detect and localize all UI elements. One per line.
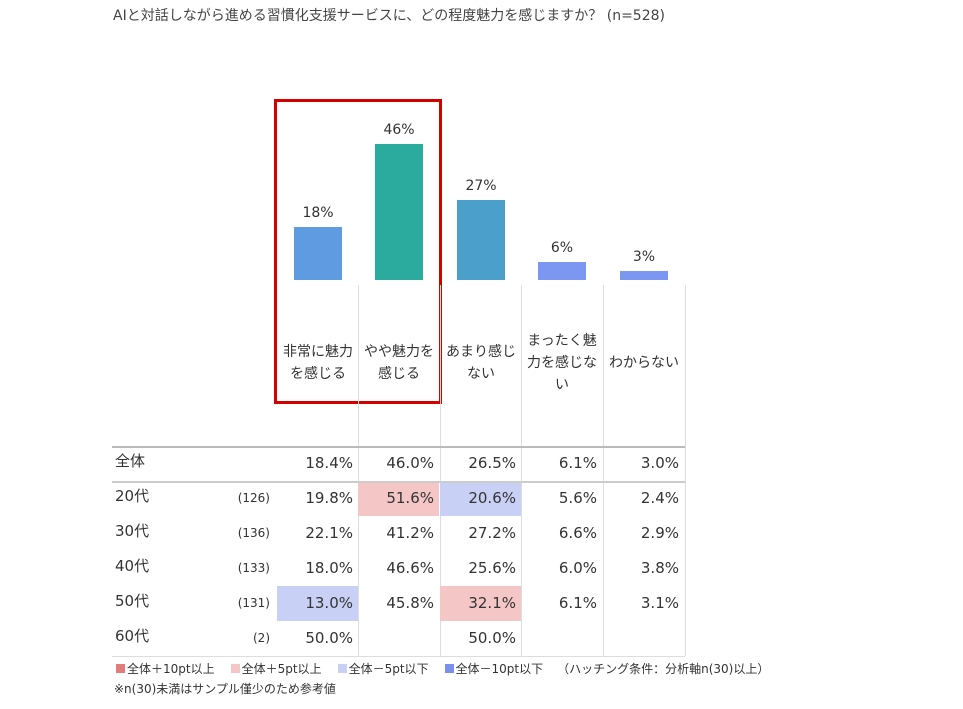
bar bbox=[457, 200, 505, 280]
table-cell: 22.1% bbox=[305, 524, 353, 542]
cell-shading bbox=[440, 481, 521, 516]
column-line bbox=[685, 285, 686, 656]
legend-swatch bbox=[444, 664, 454, 673]
column-line bbox=[603, 285, 604, 656]
column-line bbox=[358, 285, 359, 656]
table-cell: 19.8% bbox=[305, 489, 353, 507]
legend-swatch bbox=[230, 664, 240, 673]
table-rule bbox=[112, 656, 685, 657]
value-label: 27% bbox=[465, 178, 497, 195]
table-rule bbox=[112, 446, 685, 448]
category-label: あまり感じない bbox=[446, 343, 516, 382]
table-cell: 46.6% bbox=[386, 559, 434, 577]
bar bbox=[294, 226, 342, 280]
table-cell: 13.0% bbox=[305, 594, 353, 612]
category-label: わからない bbox=[609, 354, 679, 371]
legend-label: 全体－5pt以下 bbox=[348, 662, 429, 676]
table-cell: 46.0% bbox=[386, 454, 434, 472]
row-n: (2) bbox=[253, 631, 270, 645]
category-label: 非常に魅力を感じる bbox=[283, 343, 353, 382]
table-cell: 6.1% bbox=[558, 594, 597, 612]
value-label: 46% bbox=[383, 121, 415, 138]
legend-condition: （ハッチング条件：分析軸n(30)以上） bbox=[557, 662, 770, 676]
row-label: 50代 bbox=[115, 592, 150, 610]
cell-shading bbox=[358, 481, 439, 516]
row-label: 20代 bbox=[115, 487, 150, 505]
bar bbox=[375, 143, 423, 280]
row-n: (133) bbox=[237, 561, 270, 575]
table-cell: 18.4% bbox=[305, 454, 353, 472]
column-line bbox=[521, 285, 522, 656]
cell-shading bbox=[277, 586, 358, 621]
row-label: 30代 bbox=[115, 522, 150, 540]
bar bbox=[620, 271, 668, 280]
table-cell: 18.0% bbox=[305, 559, 353, 577]
table-cell: 27.2% bbox=[468, 524, 516, 542]
row-n: (131) bbox=[237, 596, 270, 610]
category-label: やや魅力を感じる bbox=[364, 343, 434, 382]
legend-label: 全体＋10pt以上 bbox=[127, 662, 215, 676]
table-cell: 26.5% bbox=[468, 454, 516, 472]
table-cell: 20.6% bbox=[468, 489, 516, 507]
table-cell: 6.0% bbox=[558, 559, 597, 577]
table-cell: 41.2% bbox=[386, 524, 434, 542]
table-cell: 50.0% bbox=[468, 629, 516, 647]
value-label: 3% bbox=[632, 249, 656, 266]
table-cell: 45.8% bbox=[386, 594, 434, 612]
cell-shading bbox=[440, 586, 521, 621]
bar bbox=[538, 262, 586, 280]
table-cell: 32.1% bbox=[468, 594, 516, 612]
row-n: (136) bbox=[237, 526, 270, 540]
table-cell: 2.4% bbox=[640, 489, 679, 507]
table-rule bbox=[112, 481, 685, 483]
table-cell: 3.0% bbox=[640, 454, 679, 472]
table-cell: 3.1% bbox=[640, 594, 679, 612]
table-cell: 25.6% bbox=[468, 559, 516, 577]
value-label: 6% bbox=[550, 240, 574, 257]
table-cell: 6.1% bbox=[558, 454, 597, 472]
row-label: 60代 bbox=[115, 627, 150, 645]
legend-label: 全体＋5pt以上 bbox=[241, 662, 322, 676]
row-label: 全体 bbox=[115, 452, 146, 470]
legend: 全体＋10pt以上 全体＋5pt以上 全体－5pt以下 全体－10pt以下 （ハッチング… bbox=[114, 660, 769, 677]
table-cell: 51.6% bbox=[386, 489, 434, 507]
column-line bbox=[440, 285, 441, 656]
table-cell: 2.9% bbox=[640, 524, 679, 542]
legend-swatch bbox=[337, 664, 347, 673]
row-label: 40代 bbox=[115, 557, 150, 575]
table-cell: 5.6% bbox=[558, 489, 597, 507]
legend-swatch bbox=[116, 664, 125, 673]
chart-title: AIと対話しながら進める習慣化支援サービスに、どの程度魅力を感じますか？ (n=… bbox=[113, 8, 665, 24]
table-cell: 3.8% bbox=[640, 559, 679, 577]
table-cell: 6.6% bbox=[558, 524, 597, 542]
footnote: ※n(30)未満はサンプル僅少のため参考値 bbox=[114, 682, 336, 696]
row-n: (126) bbox=[237, 491, 270, 505]
category-label: まったく魅力を感じない bbox=[527, 332, 597, 393]
legend-label: 全体－10pt以下 bbox=[455, 662, 544, 676]
table-cell: 50.0% bbox=[305, 629, 353, 647]
value-label: 18% bbox=[302, 204, 334, 221]
